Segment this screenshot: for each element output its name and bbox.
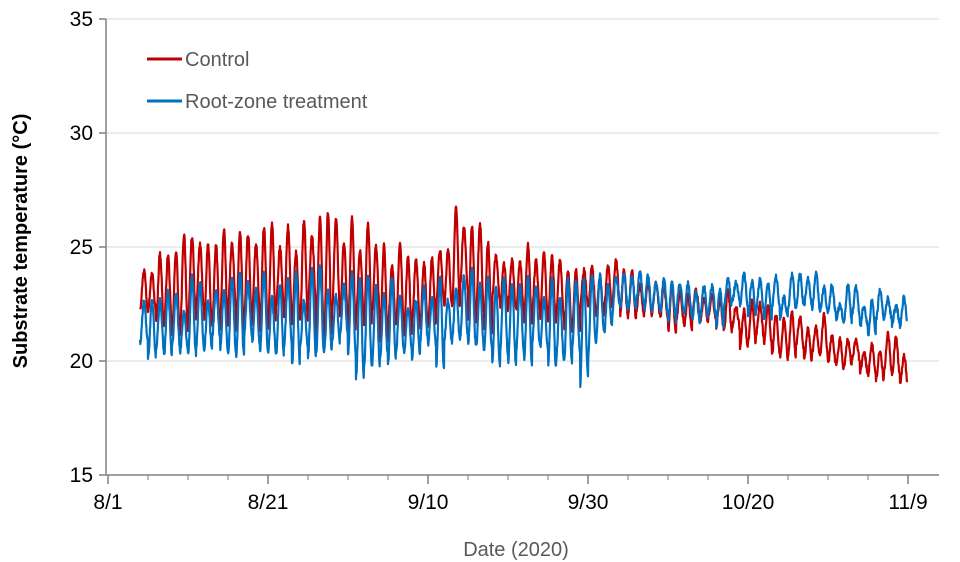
series-layer bbox=[138, 205, 909, 389]
y-tick-label: 25 bbox=[70, 236, 93, 259]
x-tick-label: 8/21 bbox=[248, 491, 289, 514]
x-axis-label: Date (2020) bbox=[463, 539, 569, 561]
x-tick-label: 9/10 bbox=[408, 491, 449, 514]
y-tick-label: 20 bbox=[70, 350, 93, 373]
y-tick-label: 15 bbox=[70, 464, 93, 487]
x-tick-label: 9/30 bbox=[568, 491, 609, 514]
y-tick-label: 35 bbox=[70, 8, 93, 31]
series-line-root-zone-treatment bbox=[138, 264, 909, 389]
legend-label-control: Control bbox=[185, 49, 249, 71]
y-tick-label: 30 bbox=[70, 122, 93, 145]
x-tick-label: 10/20 bbox=[722, 491, 775, 514]
legend-label-root-zone: Root-zone treatment bbox=[185, 91, 368, 113]
x-tick-label: 11/9 bbox=[888, 491, 927, 514]
y-axis-label: Substrate temperature (°C) bbox=[10, 114, 32, 369]
tick-labels: 15 20 25 30 35 8/1 8/21 9/10 9/30 10/20 11/9 bbox=[70, 8, 928, 514]
gridlines bbox=[106, 18, 939, 362]
legend: Control Root-zone treatment bbox=[147, 49, 368, 113]
x-tick-label: 8/1 bbox=[93, 491, 122, 514]
series-line-control bbox=[139, 205, 909, 384]
